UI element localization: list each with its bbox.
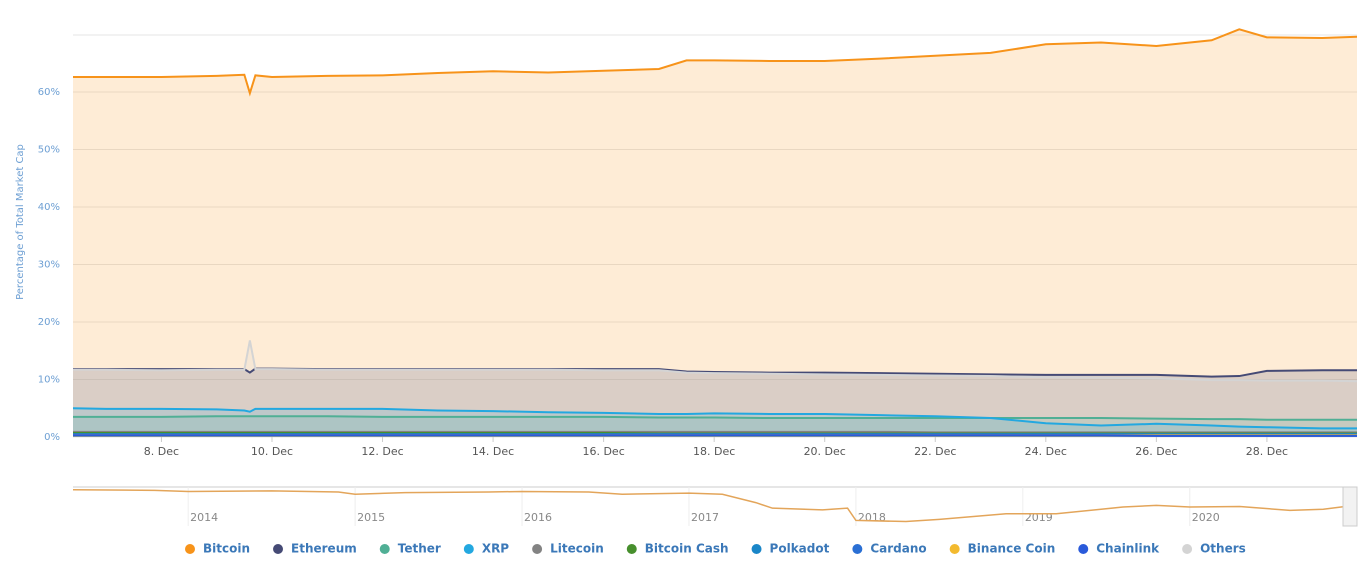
legend-item[interactable]: Others [1182, 542, 1246, 556]
x-tick-label: 22. Dec [914, 445, 956, 458]
legend-marker [379, 544, 390, 554]
navigator-handle[interactable] [1342, 486, 1358, 527]
legend-item[interactable]: Bitcoin [185, 542, 250, 556]
navigator-tick-label: 2017 [691, 511, 719, 524]
x-tick-label: 8. Dec [144, 445, 179, 458]
series-area [73, 340, 1357, 437]
legend-label: Cardano [870, 542, 926, 556]
legend: Bitcoin Ethereum Tether XRP Litecoin Bitcoin … [185, 542, 1246, 556]
y-tick-label: 50% [38, 145, 60, 156]
series-line [73, 430, 1357, 434]
navigator-tick-label: 2014 [190, 511, 218, 524]
x-tick-label: 10. Dec [251, 445, 293, 458]
y-tick-label: 60% [38, 87, 60, 98]
y-tick-label: 40% [38, 202, 60, 213]
series-line [72, 407, 1357, 430]
legend-marker [1182, 544, 1193, 554]
navigator-tick-label: 2018 [858, 511, 886, 524]
navigator-line [72, 489, 1346, 523]
legend-label: Bitcoin [203, 542, 250, 556]
x-tick-label: 28. Dec [1246, 445, 1288, 458]
x-tick-label: 24. Dec [1025, 445, 1067, 458]
legend-marker [852, 544, 863, 554]
navigator-tick-label: 2015 [357, 511, 385, 524]
legend-marker [949, 544, 960, 554]
series-line [73, 415, 1357, 421]
x-tick-label: 20. Dec [804, 445, 846, 458]
y-tick-label: 0% [44, 432, 60, 443]
legend-item[interactable]: Tether [379, 542, 441, 556]
series-line [73, 28, 1358, 97]
legend-label: Litecoin [550, 542, 604, 556]
series-line [73, 367, 1357, 378]
legend-item[interactable]: XRP [463, 542, 509, 556]
legend-marker [273, 544, 284, 554]
navigator-tick-label: 2020 [1192, 511, 1220, 524]
legend-label: Bitcoin Cash [645, 542, 729, 556]
legend-label: Ethereum [291, 542, 357, 556]
series-area [73, 368, 1357, 437]
x-tick-label: 12. Dec [361, 445, 403, 458]
legend-marker [532, 544, 543, 554]
legend-label: Others [1200, 542, 1246, 556]
legend-item[interactable]: Chainlink [1078, 542, 1160, 556]
y-axis-title: Percentage of Total Market Cap [15, 144, 26, 300]
legend-item[interactable]: Ethereum [273, 542, 357, 556]
legend-marker [751, 544, 762, 554]
legend-item[interactable]: Bitcoin Cash [626, 542, 729, 556]
legend-label: Chainlink [1096, 542, 1160, 556]
legend-item[interactable]: Polkadot [751, 542, 830, 556]
x-tick-label: 14. Dec [472, 445, 514, 458]
legend-item[interactable]: Litecoin [532, 542, 604, 556]
legend-marker [1078, 544, 1089, 554]
navigator-tick-label: 2019 [1025, 511, 1053, 524]
navigator-tick-label: 2016 [524, 511, 552, 524]
series-area [73, 29, 1357, 437]
y-tick-label: 20% [38, 317, 60, 328]
x-tick-label: 26. Dec [1135, 445, 1177, 458]
legend-marker [185, 544, 195, 554]
x-tick-label: 18. Dec [693, 445, 735, 458]
series-area [73, 408, 1357, 437]
legend-label: Binance Coin [968, 542, 1056, 556]
legend-marker [626, 544, 637, 554]
legend-label: Polkadot [770, 542, 830, 556]
y-tick-label: 10% [38, 375, 60, 386]
x-tick-label: 16. Dec [582, 445, 624, 458]
series-line [73, 434, 1357, 437]
y-tick-label: 30% [38, 260, 60, 271]
legend-marker [463, 544, 474, 554]
series-line [73, 340, 1358, 383]
legend-item[interactable]: Binance Coin [949, 542, 1056, 556]
legend-label: Tether [398, 542, 441, 556]
legend-item[interactable]: Cardano [852, 542, 927, 556]
legend-label: XRP [482, 542, 509, 556]
